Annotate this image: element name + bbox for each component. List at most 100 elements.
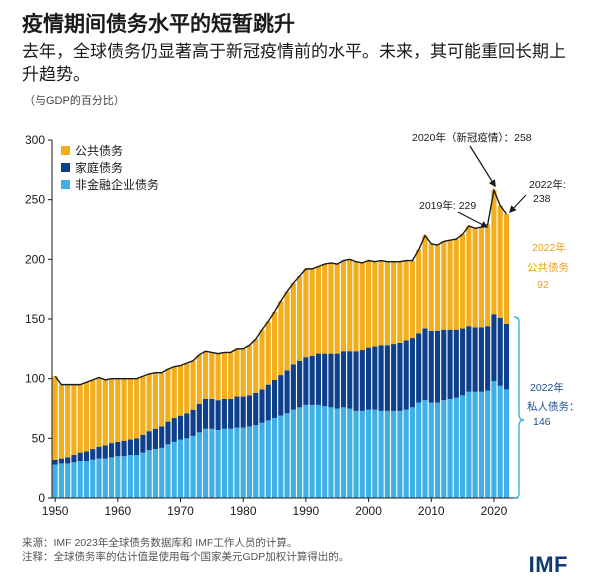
bar-household-2010 [428, 330, 434, 403]
bar-nonfinancial-2006 [403, 409, 409, 498]
bar-public-2021 [497, 205, 503, 318]
y-tick-label-300: 300 [25, 133, 45, 147]
bar-household-2001 [372, 346, 378, 410]
bar-household-2018 [478, 327, 484, 392]
bar-public-1998 [353, 261, 359, 352]
y-tick-label-150: 150 [25, 312, 45, 326]
bar-nonfinancial-1978 [228, 428, 234, 498]
bar-nonfinancial-1973 [196, 432, 202, 498]
bar-nonfinancial-1981 [246, 426, 253, 498]
bar-household-1975 [209, 398, 215, 429]
legend-label-public: 公共债务 [75, 143, 123, 158]
bar-household-1977 [221, 398, 227, 429]
bar-public-1980 [240, 348, 246, 397]
bar-nonfinancial-1989 [297, 407, 303, 498]
bar-nonfinancial-1970 [177, 439, 184, 498]
bar-nonfinancial-2015 [460, 395, 466, 498]
bar-household-1994 [328, 353, 334, 408]
bar-household-1965 [146, 431, 152, 451]
bar-public-1968 [165, 369, 171, 422]
bar-household-1952 [65, 457, 71, 464]
bar-household-2005 [397, 342, 403, 411]
legend-swatch-nonfinancial [61, 180, 70, 189]
bar-nonfinancial-1993 [322, 406, 328, 498]
bar-nonfinancial-1992 [315, 404, 321, 498]
bar-public-1956 [90, 379, 96, 450]
bar-nonfinancial-1967 [159, 447, 165, 498]
bar-household-1972 [190, 409, 196, 436]
bar-nonfinancial-1994 [328, 407, 334, 498]
bar-public-1971 [184, 363, 190, 414]
bar-nonfinancial-2013 [447, 398, 453, 498]
bar-nonfinancial-1954 [77, 461, 83, 498]
bar-household-2014 [453, 329, 459, 398]
bar-household-1985 [271, 379, 278, 419]
bar-public-1952 [65, 384, 71, 458]
bar-nonfinancial-2022 [503, 389, 510, 498]
bar-nonfinancial-1984 [265, 420, 271, 498]
bar-household-2009 [422, 328, 428, 401]
bar-household-1968 [165, 421, 171, 445]
private-debt-label: 私人债务： [527, 400, 580, 413]
bar-public-2018 [478, 227, 484, 328]
bar-public-1977 [221, 352, 227, 399]
bar-public-1958 [102, 379, 108, 446]
bar-household-1966 [152, 428, 158, 450]
bar-household-1978 [228, 398, 234, 429]
bars-group [52, 187, 510, 498]
bar-household-1989 [297, 360, 303, 408]
public-debt-label: 公共债务 [527, 261, 569, 274]
bar-public-2009 [422, 235, 428, 329]
bar-public-1982 [253, 339, 259, 393]
bar-public-1981 [246, 345, 253, 396]
y-tick-label-100: 100 [25, 372, 45, 386]
bar-public-2005 [397, 261, 403, 343]
bar-nonfinancial-1986 [278, 415, 284, 498]
bar-nonfinancial-1983 [259, 422, 265, 498]
bar-public-2013 [447, 240, 453, 330]
bar-public-1960 [115, 378, 121, 442]
bar-public-1964 [140, 376, 146, 435]
bar-public-1967 [159, 372, 165, 427]
bar-household-2006 [403, 340, 409, 410]
bar-nonfinancial-1965 [146, 450, 152, 498]
bar-nonfinancial-2001 [372, 409, 378, 498]
bar-household-2016 [466, 326, 472, 392]
bar-household-1970 [177, 415, 184, 440]
x-tick-label-1990: 1990 [293, 504, 320, 518]
bar-household-1979 [234, 396, 240, 428]
bar-nonfinancial-2009 [422, 400, 428, 498]
bar-nonfinancial-2019 [485, 390, 491, 498]
bar-public-2008 [416, 249, 422, 334]
bar-household-2017 [472, 327, 478, 392]
bar-nonfinancial-2014 [453, 397, 459, 498]
bar-household-2021 [497, 317, 503, 386]
bar-nonfinancial-1957 [96, 458, 102, 498]
bar-public-2014 [453, 239, 459, 330]
imf-logo: IMF [528, 552, 568, 577]
bar-household-1964 [140, 434, 146, 453]
bar-public-1970 [177, 365, 184, 416]
bar-nonfinancial-1963 [134, 455, 140, 498]
bar-nonfinancial-1979 [234, 427, 240, 498]
bar-nonfinancial-1950 [52, 464, 58, 498]
legend-label-nonfinancial: 非金融企业债务 [75, 177, 159, 192]
bar-household-2004 [391, 344, 397, 411]
bar-nonfinancial-1997 [347, 408, 353, 498]
bar-nonfinancial-1995 [334, 408, 340, 498]
bar-nonfinancial-1987 [284, 413, 290, 498]
bar-nonfinancial-2004 [391, 410, 397, 498]
bar-public-1963 [134, 378, 140, 439]
bar-nonfinancial-2003 [384, 410, 390, 498]
bar-public-1997 [347, 259, 353, 352]
bar-nonfinancial-2008 [416, 402, 422, 498]
legend-swatch-household [61, 163, 70, 172]
bar-public-1969 [171, 366, 177, 419]
bar-public-2011 [434, 245, 441, 331]
public-debt-value: 92 [537, 279, 549, 291]
bar-public-1973 [196, 354, 202, 404]
bar-public-1994 [328, 262, 334, 354]
axes-group: 0 50 100 150 200 250 300 1950 1960 1970 1980 1990 20… [25, 133, 518, 518]
source-notes: 来源：IMF 2023年全球债务数据库和 IMF工作人员的计算。 注释：全球债务… [22, 536, 502, 564]
